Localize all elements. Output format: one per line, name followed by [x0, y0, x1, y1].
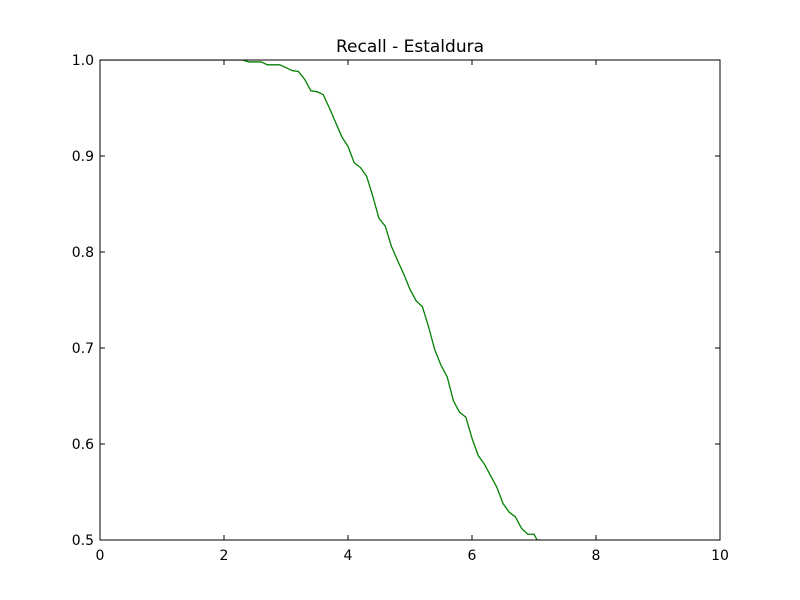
x-tick-label-1: 2 [220, 548, 229, 564]
y-tick-label-0: 0.5 [72, 533, 94, 549]
y-tick-label-4: 0.9 [72, 149, 94, 165]
series-line-0 [100, 60, 541, 540]
chart-title: Recall - Estaldura [336, 37, 484, 57]
x-tick-label-0: 0 [96, 548, 105, 564]
y-tick-label-1: 0.6 [72, 437, 94, 453]
plot-frame [99, 59, 721, 541]
x-tick-label-3: 6 [468, 548, 477, 564]
x-tick-label-5: 10 [711, 548, 729, 564]
x-tick-label-4: 8 [592, 548, 601, 564]
x-tick-label-2: 4 [344, 548, 353, 564]
y-tick-label-2: 0.7 [72, 341, 94, 357]
y-tick-label-3: 0.8 [72, 245, 94, 261]
axes-layer: 0 2 4 6 8 10 0.5 0.6 0.7 0.8 0.9 1.0 [72, 53, 729, 564]
y-tick-label-5: 1.0 [72, 53, 94, 69]
plot-layer [100, 60, 541, 540]
